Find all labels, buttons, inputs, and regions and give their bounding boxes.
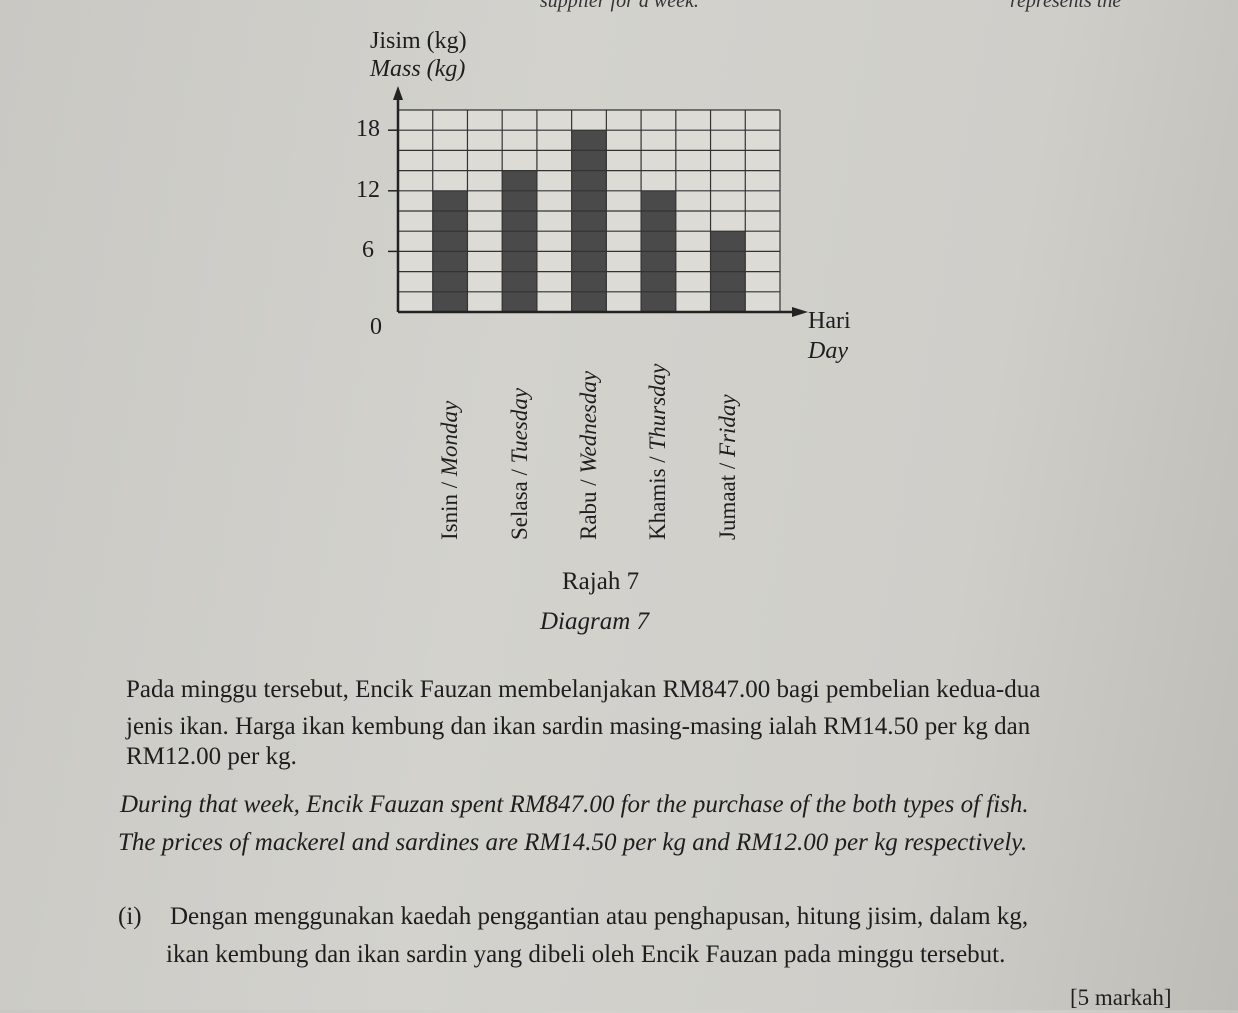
bar-chart [388, 86, 808, 317]
bar-3 [571, 130, 607, 312]
y-tick-label: 0 [370, 314, 382, 340]
paragraph-ms-line-2: jenis ikan. Harga ikan kembung dan ikan … [126, 713, 1031, 740]
x-axis-label-en: Day [808, 338, 848, 364]
x-axis-arrow [792, 307, 808, 317]
caption-en: Diagram 7 [540, 608, 650, 635]
x-category-label: Isnin / Monday [437, 400, 463, 540]
y-axis-label-ms: Jisim (kg) [370, 28, 467, 54]
x-category-label: Rabu / Wednesday [576, 370, 601, 540]
y-tick-label: 18 [356, 116, 380, 143]
paragraph-en-line-1: During that week, Encik Fauzan spent RM8… [120, 791, 1029, 818]
y-axis-arrow [393, 86, 403, 100]
header-fragment-right: represents the [1010, 0, 1122, 12]
header-fragment-left: supplier for a week. [540, 0, 699, 12]
x-axis-label-ms: Hari [808, 308, 851, 334]
question-number: (i) [118, 903, 142, 930]
y-tick-label: 12 [356, 176, 380, 203]
paragraph-en-line-2: The prices of mackerel and sardines are … [118, 829, 1028, 856]
question-line-2: ikan kembung dan ikan sardin yang dibeli… [166, 941, 1006, 968]
x-category-label: Selasa / Tuesday [506, 387, 532, 540]
y-axis-label-en: Mass (kg) [370, 56, 466, 82]
x-category-label: Khamis / Thursday [645, 363, 671, 540]
caption-ms: Rajah 7 [562, 568, 640, 595]
bar-2 [502, 170, 537, 312]
question-line-1: Dengan menggunakan kaedah penggantian at… [170, 903, 1029, 930]
marks-label: [5 markah] [1070, 985, 1172, 1010]
y-tick-label: 6 [362, 237, 374, 264]
paragraph-ms-line-1: Pada minggu tersebut, Encik Fauzan membe… [126, 676, 1041, 703]
x-category-label: Jumaat / Friday [714, 394, 740, 540]
paragraph-ms-line-3: RM12.00 per kg. [126, 743, 297, 770]
